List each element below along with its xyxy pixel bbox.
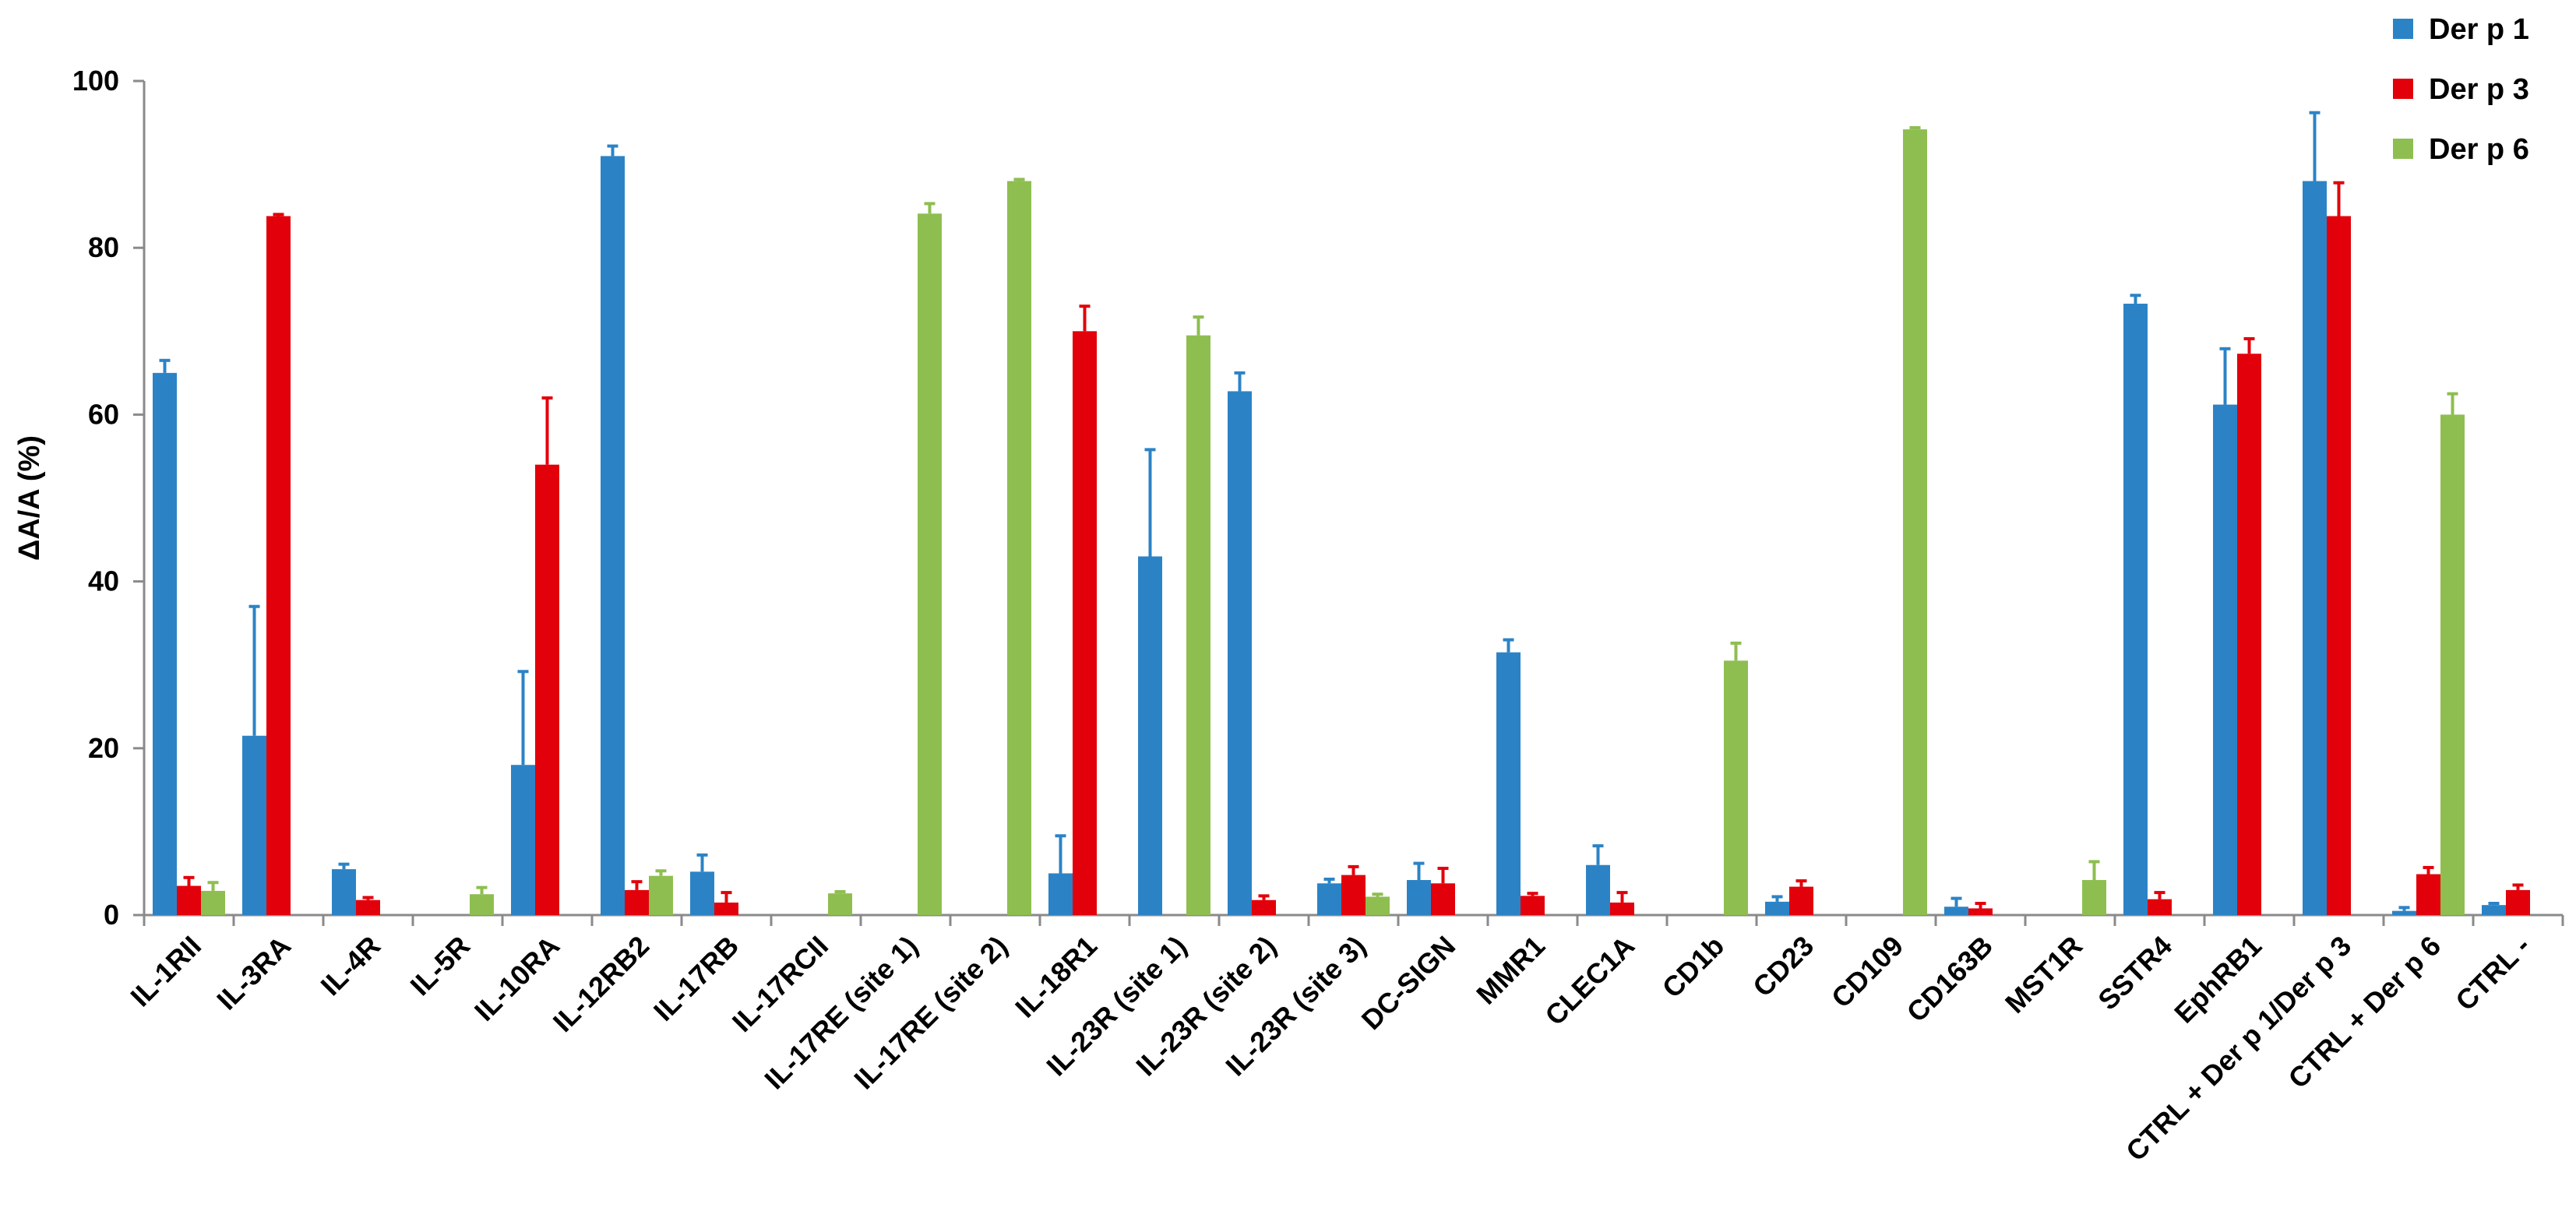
bar-der-p-3 [2416, 874, 2440, 915]
x-tick-label: IL-4R [315, 930, 387, 1002]
x-tick-label: CD109 [1825, 930, 1909, 1014]
bar-der-p-1 [2482, 905, 2506, 915]
x-tick-label: IL-1RII [124, 930, 207, 1013]
axes: 0 20 40 60 80 100 ΔA/A (%) [13, 65, 2564, 931]
bar-der-p-3 [1431, 883, 1455, 915]
bar-der-p-6 [2082, 880, 2106, 915]
bar-der-p-1 [601, 156, 625, 915]
bar-der-p-6 [1007, 181, 1031, 915]
legend-label: Der p 1 [2429, 13, 2529, 46]
y-tick-label: 20 [88, 732, 119, 764]
legend-swatch [2393, 79, 2413, 99]
bar-der-p-1 [1496, 652, 1521, 915]
bar-der-p-1 [1765, 901, 1789, 915]
bar-der-p-1 [1586, 864, 1610, 915]
bar-der-p-6 [1186, 335, 1210, 915]
bar-der-p-3 [356, 899, 380, 915]
bar-der-p-3 [2506, 889, 2530, 915]
category-labels: IL-1RII IL-3RA IL-4R IL-5RIL-10RAIL-12RB2IL… [124, 930, 2536, 1167]
x-tick-label: MMR1 [1470, 930, 1551, 1011]
legend: Der p 1 Der p 3 Der p 6 [2393, 13, 2529, 166]
bar-der-p-3 [1521, 896, 1545, 915]
bar-der-p-1 [242, 735, 266, 915]
legend-swatch [2393, 139, 2413, 159]
x-tick-label: CTRL + Der p 6 [2282, 930, 2447, 1095]
bar-der-p-1 [690, 871, 714, 915]
bar-der-p-3 [1073, 331, 1097, 915]
bar-der-p-6 [649, 875, 673, 915]
x-tick-label: DC-SIGN [1355, 930, 1461, 1036]
bar-der-p-1 [1317, 883, 1341, 915]
bar-der-p-1 [2392, 910, 2416, 915]
bar-der-p-1 [1228, 391, 1252, 915]
x-tick-label: CD1b [1656, 930, 1730, 1004]
bar-der-p-1 [2213, 404, 2237, 915]
x-tick-label: CLEC1A [1538, 930, 1640, 1032]
bar-der-p-6 [1903, 129, 1927, 916]
bar-der-p-3 [625, 889, 649, 915]
bar-der-p-3 [1789, 886, 1813, 915]
x-tick-label: IL-17RE (site 2) [848, 930, 1013, 1096]
bar-der-p-3 [1252, 899, 1276, 915]
y-tick-label: 100 [72, 65, 119, 97]
y-axis-title: ΔA/A (%) [13, 435, 46, 561]
x-tick-label: CTRL - [2449, 930, 2536, 1017]
bar-der-p-3 [2148, 899, 2172, 915]
bar-der-p-6 [1724, 660, 1748, 915]
y-tick-label: 40 [88, 565, 119, 597]
bar-der-p-3 [2327, 216, 2351, 915]
bar-der-p-1 [332, 869, 356, 915]
bar-der-p-1 [1407, 880, 1431, 915]
legend-label: Der p 6 [2429, 133, 2529, 166]
bar-der-p-6 [201, 890, 225, 915]
x-tick-label: IL-3RA [210, 930, 297, 1016]
x-tick-label: MST1R [1999, 930, 2088, 1019]
bar-der-p-1 [1138, 556, 1162, 915]
bar-der-p-1 [153, 372, 177, 916]
x-tick-label: IL-17RE (site 1) [758, 930, 924, 1096]
y-tick-label: 60 [88, 398, 119, 430]
bar-der-p-3 [1341, 875, 1366, 915]
bar-der-p-1 [1048, 873, 1073, 915]
bar-der-p-1 [2123, 303, 2148, 915]
x-tick-label: IL-12RB2 [547, 930, 655, 1038]
bar-der-p-3 [535, 464, 559, 915]
bar-der-p-3 [177, 885, 201, 915]
x-tick-label: CD163B [1901, 930, 2000, 1029]
bar-der-p-3 [1968, 908, 1993, 915]
legend-label: Der p 3 [2429, 73, 2529, 106]
bar-der-p-3 [714, 902, 738, 915]
bar-der-p-1 [1944, 906, 1968, 915]
x-tick-label: SSTR4 [2091, 930, 2178, 1016]
bar-der-p-3 [2237, 354, 2261, 915]
bar-der-p-3 [266, 216, 291, 915]
x-tick-label: IL-5R [404, 930, 477, 1002]
bar-der-p-1 [511, 765, 535, 915]
bar-der-p-6 [2440, 414, 2465, 915]
bar-der-p-1 [2303, 181, 2327, 915]
bar-der-p-6 [918, 213, 942, 915]
legend-swatch [2393, 19, 2413, 39]
y-tick-label: 80 [88, 231, 119, 263]
bar-der-p-6 [1366, 896, 1390, 915]
bar-der-p-6 [470, 894, 494, 915]
bars [153, 111, 2530, 916]
x-tick-label: CD23 [1746, 930, 1820, 1003]
bar-der-p-3 [1610, 902, 1634, 915]
y-tick-label: 0 [104, 899, 119, 931]
bar-der-p-6 [828, 893, 852, 915]
